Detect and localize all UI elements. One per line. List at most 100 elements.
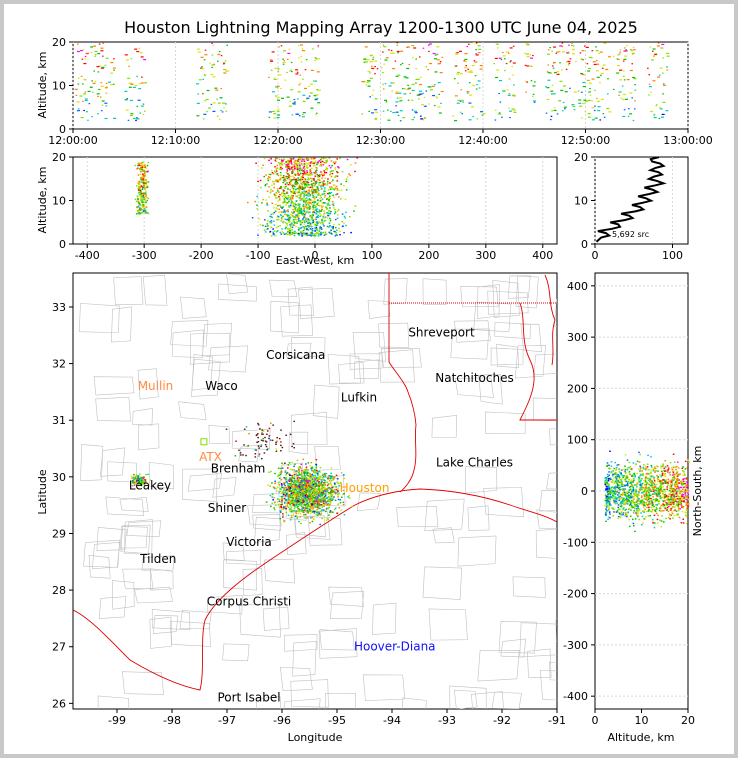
- time-altitude-source-point: [634, 89, 637, 91]
- plan-view-source-point: [306, 478, 308, 480]
- plan-view-source-point: [260, 457, 263, 460]
- county-boundary: [527, 648, 552, 678]
- eastwest-altitude-source-point: [315, 169, 318, 171]
- plan-view-source-point: [293, 465, 295, 467]
- plan-view-source-point: [302, 493, 304, 495]
- plan-view-source-point: [315, 513, 317, 515]
- eastwest-altitude-source-point: [339, 230, 341, 233]
- plan-view-source-point: [311, 470, 314, 472]
- eastwest-altitude-source-point: [307, 222, 310, 225]
- eastwest-altitude-source-point: [315, 196, 318, 199]
- plan-view-source-point: [317, 511, 320, 513]
- time-altitude-source-point: [551, 84, 554, 86]
- eastwest-altitude-source-point: [292, 189, 295, 191]
- eastwest-altitude-source-point: [311, 201, 314, 204]
- plan-view-source-point: [305, 466, 308, 468]
- time-altitude-source-point: [392, 111, 396, 114]
- plan-view-source-point: [296, 476, 298, 478]
- plan-view-source-point: [142, 479, 144, 481]
- eastwest-altitude-source-point: [309, 211, 311, 213]
- plan-view-source-point: [320, 488, 323, 491]
- plan-view-source-point: [304, 513, 307, 516]
- plan-view-source-point: [310, 509, 313, 512]
- eastwest-altitude-source-point: [264, 225, 267, 228]
- time-altitude-source-point: [270, 69, 273, 71]
- time-altitude-source-point: [603, 116, 606, 118]
- city-label: Tilden: [139, 552, 176, 566]
- plan-view-source-point: [313, 475, 316, 478]
- county-boundary: [292, 641, 317, 677]
- time-altitude-source-point: [133, 117, 135, 120]
- plan-view-source-point: [309, 481, 312, 484]
- plan-view-source-point: [289, 502, 291, 505]
- plan-view-source-point: [294, 515, 297, 517]
- time-altitude-source-point: [388, 85, 392, 87]
- plan-view-source-point: [324, 489, 326, 491]
- eastwest-altitude-source-point: [282, 175, 285, 177]
- eastwest-altitude-source-point: [141, 201, 144, 204]
- plan-view-source-point: [290, 507, 293, 509]
- plan-view-source-point: [312, 507, 315, 509]
- eastwest-altitude-source-point: [284, 213, 286, 216]
- time-altitude-source-point: [440, 90, 444, 93]
- time-altitude-source-point: [629, 69, 633, 72]
- eastwest-altitude-source-point: [291, 191, 293, 194]
- plan-view-source-point: [139, 478, 142, 480]
- eastwest-altitude-source-point: [291, 197, 294, 200]
- time-altitude-source-point: [417, 94, 421, 96]
- time-altitude-source-point: [105, 105, 108, 107]
- plan-view-source-point: [296, 496, 299, 499]
- eastwest-altitude-source-point: [274, 171, 277, 174]
- eastwest-altitude-source-point: [298, 187, 301, 189]
- county-boundary: [422, 566, 463, 600]
- plan-view-source-point: [279, 490, 282, 493]
- plan-view-source-point: [328, 496, 331, 499]
- plan-view-source-point: [301, 479, 304, 481]
- plan-view-source-point: [290, 501, 293, 503]
- time-altitude-source-point: [552, 46, 556, 48]
- altitude-northsouth-source-point: [621, 477, 624, 480]
- plan-view-source-point: [330, 477, 333, 479]
- plan-view-source-point: [306, 502, 308, 505]
- plan-view-source-point: [284, 471, 287, 473]
- eastwest-altitude-source-point: [292, 215, 294, 218]
- plan-view-source-point: [311, 502, 313, 505]
- eastwest-altitude-source-point: [273, 193, 276, 195]
- plan-view-source-point: [317, 474, 319, 476]
- eastwest-altitude-source-point: [270, 235, 273, 237]
- plan-view-source-point: [285, 507, 287, 510]
- eastwest-altitude-source-point: [311, 162, 314, 164]
- eastwest-altitude-source-point: [282, 159, 284, 162]
- eastwest-altitude-source-point: [323, 161, 326, 164]
- eastwest-altitude-y-tick-label: 10: [52, 195, 66, 208]
- plan-view-source-point: [308, 485, 311, 487]
- eastwest-altitude-source-point: [287, 188, 289, 190]
- time-altitude-source-point: [546, 87, 550, 89]
- plan-view-source-point: [319, 499, 322, 502]
- eastwest-altitude-source-point: [141, 211, 144, 214]
- eastwest-altitude-source-point: [136, 209, 139, 212]
- plan-view-source-point: [133, 478, 135, 481]
- plan-view-source-point: [319, 481, 322, 483]
- county-boundary: [453, 320, 491, 343]
- eastwest-altitude-source-point: [270, 226, 273, 229]
- time-altitude-source-point: [475, 88, 478, 90]
- plan-view-source-point: [331, 511, 334, 513]
- time-altitude-source-point: [559, 45, 563, 47]
- time-altitude-source-point: [475, 53, 477, 55]
- plan-view-source-point: [329, 511, 332, 513]
- eastwest-altitude-source-point: [303, 181, 306, 184]
- plan-view-source-point: [139, 473, 141, 475]
- plan-view-source-point: [320, 483, 322, 485]
- plan-view-source-point: [324, 490, 327, 493]
- time-altitude-source-point: [282, 63, 285, 65]
- eastwest-altitude-source-point: [300, 212, 303, 214]
- time-altitude-source-point: [452, 115, 454, 117]
- county-boundary: [432, 527, 455, 544]
- county-boundary: [137, 368, 159, 400]
- eastwest-altitude-source-point: [307, 218, 310, 220]
- eastwest-altitude-source-point: [263, 219, 266, 221]
- plan-view-source-point: [260, 444, 263, 446]
- plan-view-source-point: [293, 471, 295, 473]
- eastwest-altitude-source-point: [303, 231, 305, 234]
